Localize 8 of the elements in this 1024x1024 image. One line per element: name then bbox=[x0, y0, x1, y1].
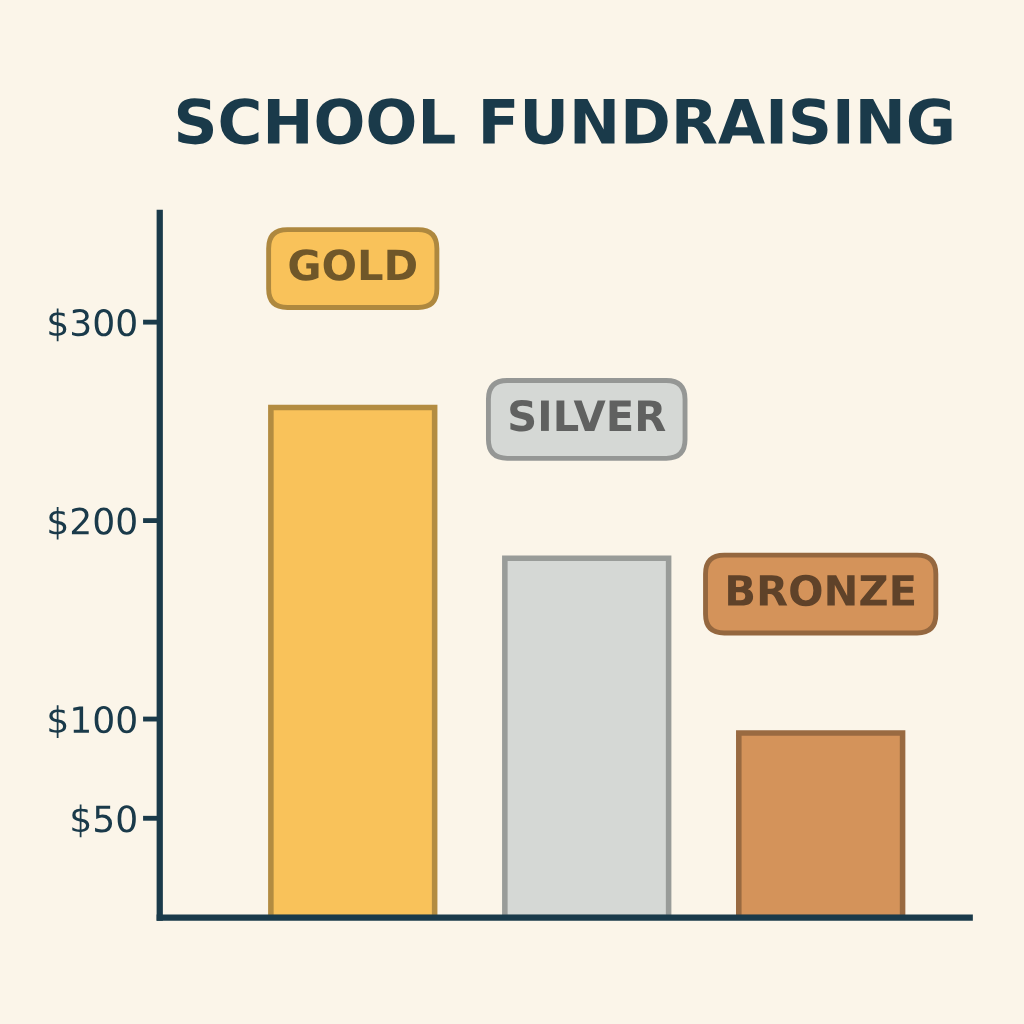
x-tick-label: BRONZE bbox=[728, 574, 915, 607]
y-tick-label: $100 bbox=[49, 705, 136, 739]
y-tick-label: $200 bbox=[49, 506, 136, 540]
x-tick-label: SILVER bbox=[510, 399, 666, 432]
y-tick-label: $50 bbox=[72, 804, 136, 838]
y-tick-label: $300 bbox=[49, 308, 136, 342]
x-tick-label: GOLD bbox=[289, 249, 416, 281]
chart-title: SCHOOL FUNDRAISING bbox=[177, 98, 952, 145]
